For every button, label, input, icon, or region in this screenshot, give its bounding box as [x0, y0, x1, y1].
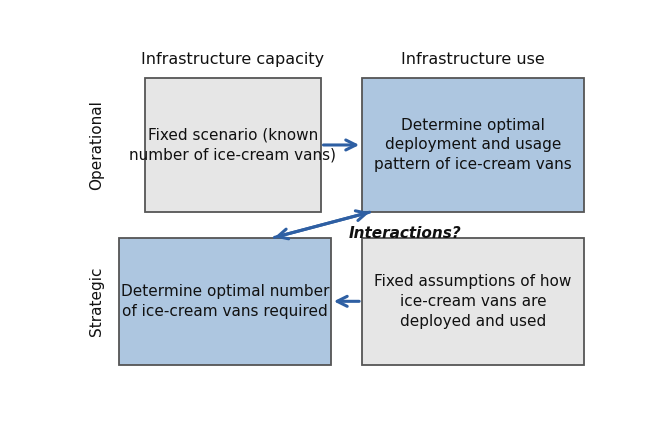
Text: Interactions?: Interactions? — [349, 226, 462, 241]
FancyBboxPatch shape — [362, 238, 584, 365]
FancyBboxPatch shape — [119, 238, 331, 365]
Text: Determine optimal
deployment and usage
pattern of ice-cream vans: Determine optimal deployment and usage p… — [374, 118, 572, 172]
FancyBboxPatch shape — [145, 79, 321, 212]
Text: Strategic: Strategic — [89, 267, 104, 336]
Text: Determine optimal number
of ice-cream vans required: Determine optimal number of ice-cream va… — [121, 284, 330, 319]
Text: Infrastructure capacity: Infrastructure capacity — [141, 52, 324, 67]
Text: Operational: Operational — [89, 100, 104, 190]
Text: Fixed scenario (known
number of ice-cream vans): Fixed scenario (known number of ice-crea… — [129, 127, 336, 162]
Text: Infrastructure use: Infrastructure use — [401, 52, 545, 67]
Text: Fixed assumptions of how
ice-cream vans are
deployed and used: Fixed assumptions of how ice-cream vans … — [374, 274, 571, 329]
FancyBboxPatch shape — [362, 79, 584, 212]
